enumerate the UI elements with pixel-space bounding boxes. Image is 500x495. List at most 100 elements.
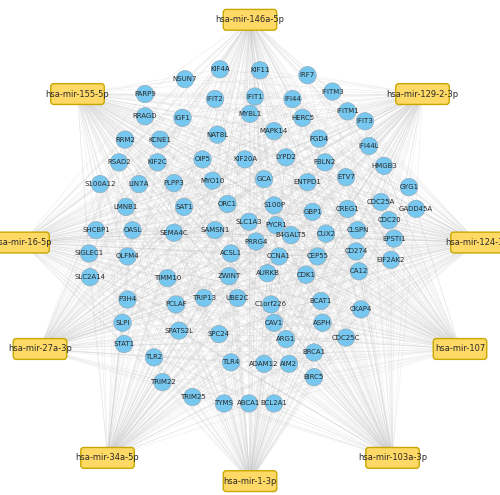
Circle shape [309, 248, 326, 265]
Circle shape [174, 109, 191, 127]
Circle shape [222, 353, 240, 371]
Circle shape [256, 355, 273, 372]
Text: FBLN2: FBLN2 [314, 159, 336, 165]
Text: TRIM22: TRIM22 [150, 379, 176, 385]
Text: OLFM4: OLFM4 [116, 253, 140, 259]
Circle shape [294, 109, 311, 127]
Text: CUX2: CUX2 [316, 231, 336, 237]
Circle shape [282, 226, 300, 244]
Circle shape [284, 90, 301, 108]
Circle shape [375, 157, 393, 175]
Text: S100A12: S100A12 [84, 181, 116, 187]
Text: SLC1A3: SLC1A3 [236, 219, 262, 225]
Text: CDC20: CDC20 [377, 217, 401, 223]
Text: PCLAF: PCLAF [165, 301, 187, 307]
Text: BCAT1: BCAT1 [310, 298, 332, 304]
Text: KIF20A: KIF20A [233, 156, 257, 162]
Text: RSAD2: RSAD2 [107, 159, 131, 165]
Circle shape [407, 200, 425, 218]
Circle shape [265, 197, 283, 214]
Text: GCA: GCA [256, 176, 272, 182]
Circle shape [339, 102, 356, 120]
Text: ADAM12: ADAM12 [249, 361, 279, 367]
Text: TLR4: TLR4 [222, 359, 240, 365]
Circle shape [360, 137, 378, 155]
Circle shape [277, 148, 295, 166]
Text: IRF7: IRF7 [300, 72, 315, 78]
Text: CAV1: CAV1 [265, 320, 283, 326]
Text: CD274: CD274 [344, 248, 368, 254]
Circle shape [241, 105, 259, 122]
Circle shape [352, 300, 370, 318]
Text: hsa-mir-34a-5p: hsa-mir-34a-5p [76, 453, 140, 462]
Circle shape [349, 222, 366, 239]
Circle shape [206, 222, 224, 239]
Circle shape [385, 230, 403, 247]
Circle shape [324, 83, 341, 100]
Text: IFIT1: IFIT1 [246, 94, 264, 99]
Circle shape [209, 126, 226, 144]
Circle shape [314, 314, 331, 332]
Text: NSUN7: NSUN7 [173, 76, 197, 82]
Circle shape [252, 61, 269, 79]
Text: EPSTI1: EPSTI1 [382, 236, 406, 242]
Text: AIM2: AIM2 [280, 361, 297, 367]
Text: RRAGD: RRAGD [133, 113, 157, 119]
Text: GYG1: GYG1 [400, 184, 418, 190]
Circle shape [194, 150, 211, 168]
Circle shape [165, 174, 183, 192]
Text: ETV7: ETV7 [337, 174, 355, 180]
Circle shape [297, 266, 315, 283]
Circle shape [114, 314, 131, 332]
Text: RRM2: RRM2 [115, 137, 135, 143]
Circle shape [184, 388, 201, 406]
Text: TLR2: TLR2 [146, 354, 162, 360]
Text: KIF11: KIF11 [250, 67, 270, 73]
Circle shape [267, 216, 285, 234]
Text: TRIM25: TRIM25 [180, 394, 206, 400]
Circle shape [149, 153, 166, 171]
Text: IFI44: IFI44 [284, 96, 301, 102]
Text: TRIP13: TRIP13 [192, 295, 216, 301]
Circle shape [259, 264, 276, 282]
Text: IFIT2: IFIT2 [206, 96, 224, 102]
Text: KCNE1: KCNE1 [148, 137, 172, 143]
Circle shape [154, 373, 171, 391]
Circle shape [124, 222, 142, 239]
Text: hsa-mir-103a-3p: hsa-mir-103a-3p [358, 453, 427, 462]
Circle shape [347, 243, 365, 260]
Circle shape [350, 262, 368, 280]
Text: ZWINT: ZWINT [218, 273, 240, 279]
Text: LMNB1: LMNB1 [114, 204, 138, 210]
Circle shape [110, 153, 128, 171]
Circle shape [220, 267, 238, 285]
Text: EIF2AK2: EIF2AK2 [377, 257, 405, 263]
Text: HERC5: HERC5 [291, 115, 314, 121]
Circle shape [215, 395, 233, 412]
Circle shape [280, 355, 298, 372]
FancyBboxPatch shape [433, 339, 487, 359]
Circle shape [305, 344, 323, 361]
Text: hsa-mir-155-5p: hsa-mir-155-5p [46, 90, 110, 99]
Circle shape [316, 153, 334, 171]
Circle shape [262, 296, 280, 313]
Text: SPATS2L: SPATS2L [164, 328, 194, 334]
Circle shape [210, 326, 228, 343]
Circle shape [299, 173, 316, 191]
Text: ARG1: ARG1 [276, 336, 295, 342]
Text: SLPI: SLPI [116, 320, 130, 326]
Text: OIP5: OIP5 [194, 156, 210, 162]
Circle shape [119, 248, 136, 265]
Text: KIF4A: KIF4A [210, 66, 230, 72]
FancyBboxPatch shape [0, 232, 49, 253]
FancyBboxPatch shape [223, 9, 277, 30]
Circle shape [204, 172, 221, 190]
Circle shape [337, 329, 355, 346]
Circle shape [356, 112, 374, 130]
Text: C1orf226: C1orf226 [255, 301, 287, 307]
Text: hsa-mir-129-2-3p: hsa-mir-129-2-3p [386, 90, 458, 99]
Text: KIF2C: KIF2C [148, 159, 168, 165]
Text: GBP1: GBP1 [303, 209, 322, 215]
Text: P3H4: P3H4 [118, 297, 136, 302]
Circle shape [115, 336, 133, 352]
